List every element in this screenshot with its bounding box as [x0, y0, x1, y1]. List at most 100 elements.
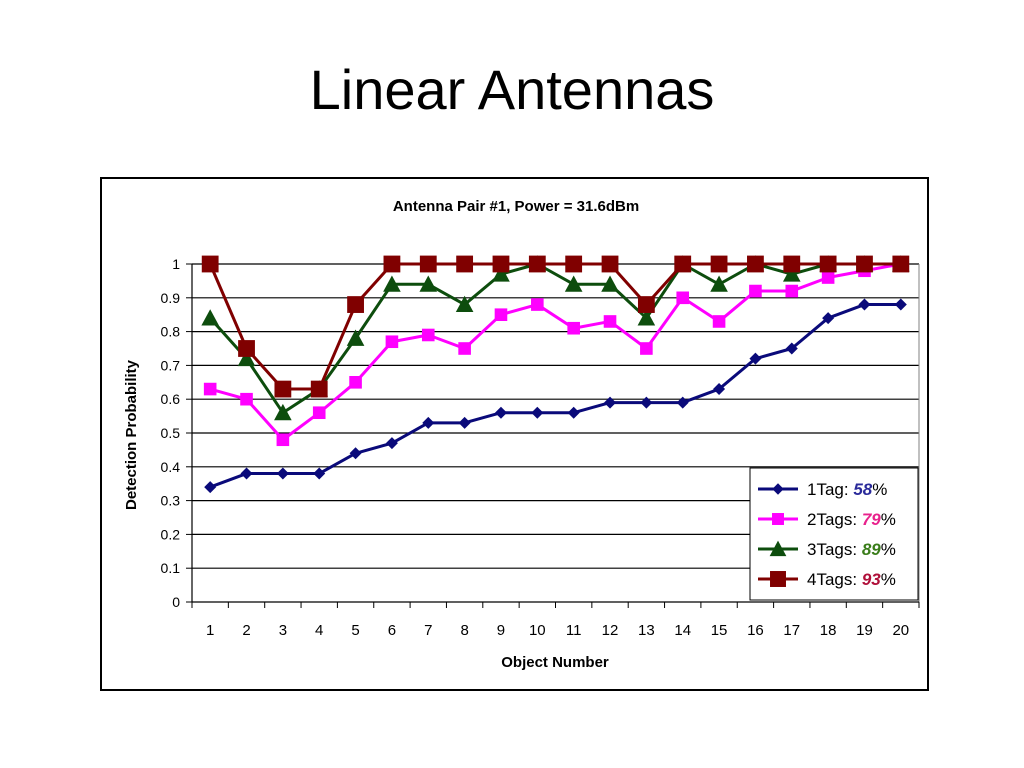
data-point [637, 309, 656, 326]
x-tick-label: 11 [566, 622, 582, 639]
y-tick-label: 0.2 [161, 526, 181, 542]
data-point [785, 284, 799, 298]
legend-swatch-marker [769, 540, 787, 557]
data-point [385, 437, 398, 450]
x-tick-label: 3 [279, 622, 287, 639]
x-tick-label: 13 [638, 622, 655, 639]
x-tick-label: 20 [892, 622, 909, 639]
y-tick-label: 0.1 [161, 560, 181, 576]
series-2 [203, 257, 908, 447]
y-axis-label: Detection Probability [123, 359, 140, 510]
x-tick-label: 10 [529, 622, 546, 639]
x-tick-label: 1 [206, 622, 214, 639]
y-tick-label: 0.9 [161, 290, 181, 306]
legend-label: 3Tags: 89% [807, 540, 896, 559]
data-point [564, 275, 583, 292]
data-point [567, 406, 580, 419]
legend-percent-suffix: % [881, 570, 896, 589]
data-point [419, 275, 438, 292]
axes: 00.10.20.30.40.50.60.70.80.911 2 3 4 5 6 7 8 9 10… [161, 256, 920, 639]
data-point [747, 255, 764, 273]
data-point [892, 255, 910, 273]
legend-item: 3Tags: 89% [758, 540, 896, 559]
data-point [785, 342, 798, 355]
data-point [240, 392, 253, 406]
series-1 [204, 298, 907, 494]
data-point [203, 382, 217, 396]
legend-series-name: 4Tags: [807, 570, 862, 589]
series-4 [201, 255, 910, 398]
data-point [349, 447, 362, 460]
legend-item: 2Tags: 79% [758, 510, 896, 529]
y-tick-label: 1 [172, 256, 180, 272]
data-point [567, 321, 580, 335]
data-point [238, 340, 255, 357]
legend-label: 1Tag: 58% [807, 480, 887, 499]
data-point [349, 376, 362, 389]
data-point [204, 481, 217, 494]
legend-label: 4Tags: 93% [807, 570, 896, 589]
data-point [603, 315, 617, 328]
chart-frame: Antenna Pair #1, Power = 31.6dBm 0 0.1 0.2… [100, 177, 929, 691]
x-tick-label: 4 [315, 622, 323, 639]
data-point [713, 383, 726, 396]
series-line [208, 262, 901, 391]
legend: 1Tag: 58%2Tags: 79%3Tags: 89%4Tags: 93% [749, 467, 919, 601]
data-point [347, 296, 364, 313]
y-tick-label: 0 [172, 594, 180, 610]
legend-swatch-marker [772, 483, 784, 495]
x-tick-label: 6 [388, 622, 396, 639]
y-tick-label: 0.4 [161, 459, 181, 475]
data-point [858, 298, 871, 311]
x-tick-label: 14 [674, 622, 691, 639]
data-point [455, 295, 474, 313]
data-point [710, 275, 728, 292]
legend-percent: 89 [862, 540, 881, 559]
data-point [492, 265, 510, 282]
y-tick-label: 0.8 [161, 324, 181, 340]
data-point [421, 328, 435, 342]
data-point [676, 291, 690, 305]
x-axis-label: Object Number [501, 654, 609, 671]
data-point [819, 255, 837, 273]
data-point [274, 403, 292, 421]
data-point [492, 255, 510, 273]
data-point [458, 416, 471, 429]
data-point [856, 255, 873, 273]
data-point [531, 406, 544, 419]
series-line [209, 303, 901, 489]
x-tick-label: 15 [711, 622, 728, 639]
data-point [601, 255, 619, 273]
legend-item: 4Tags: 93% [758, 570, 896, 589]
legend-series-name: 1Tag: [807, 480, 853, 499]
legend-percent-suffix: % [881, 540, 896, 559]
chart-title: Antenna Pair #1, Power = 31.6dBm [393, 198, 639, 215]
data-point [894, 298, 907, 311]
legend-item: 1Tag: 58% [758, 480, 887, 499]
data-point [385, 335, 399, 349]
legend-percent: 93 [862, 570, 881, 589]
legend-label: 2Tags: 79% [807, 510, 896, 529]
legend-percent-suffix: % [872, 480, 887, 499]
data-point [494, 406, 507, 419]
x-tick-label: 19 [856, 622, 873, 639]
data-point [237, 349, 256, 367]
x-tick-label: 5 [351, 622, 359, 639]
data-point [674, 255, 692, 273]
x-tick-label: 17 [783, 622, 800, 639]
data-point [749, 352, 762, 365]
x-tick-label: 12 [602, 622, 619, 639]
data-point [383, 255, 401, 273]
data-point [749, 284, 762, 298]
x-tick-label: 7 [424, 622, 432, 639]
data-point [528, 255, 546, 273]
data-point [710, 255, 728, 273]
legend-series-name: 3Tags: [807, 540, 862, 559]
data-point [312, 406, 326, 420]
data-point [821, 271, 835, 284]
data-point [601, 275, 619, 292]
data-point [640, 342, 653, 355]
data-point [276, 433, 290, 447]
data-point [201, 255, 219, 273]
x-tick-label: 9 [497, 622, 505, 639]
